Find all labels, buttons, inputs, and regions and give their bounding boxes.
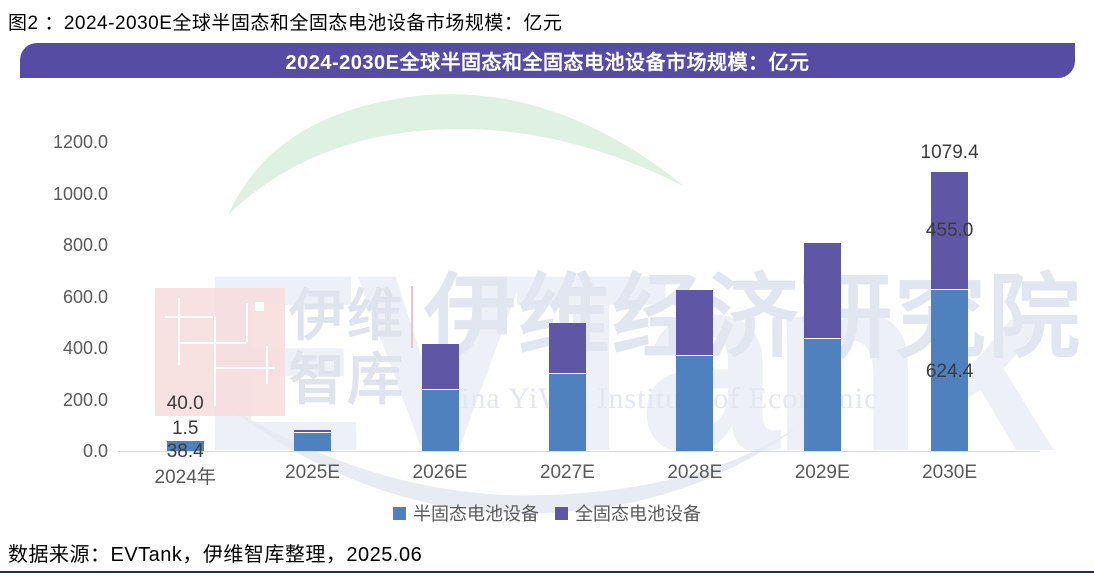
x-axis-category-label: 2024年: [154, 467, 216, 488]
chart-area: EVTank 伊维 智库 伊维经济研究院 China YiWei Institu…: [0, 80, 1094, 530]
data-label-semi-solid: 624.4: [925, 360, 974, 382]
legend-item: 半固态电池设备: [393, 500, 539, 526]
bar-segment-all-solid: [931, 171, 969, 290]
x-axis-category-label: 2026E: [412, 462, 468, 483]
bar-segment-all-solid: [548, 322, 586, 374]
x-axis-line: [118, 451, 1040, 452]
legend-swatch-icon: [555, 506, 568, 520]
bar-segment-semi-solid: [421, 389, 459, 451]
chart-title-banner: 2024-2030E全球半固态和全固态电池设备市场规模：亿元: [20, 43, 1075, 78]
bar-segment-semi-solid: [803, 338, 841, 451]
legend-label: 全固态电池设备: [575, 504, 701, 524]
y-axis-tick-label: 1000.0: [52, 183, 108, 204]
bar-segment-semi-solid: [931, 290, 969, 451]
x-axis-category-label: 2027E: [539, 462, 595, 483]
data-label-all-solid: 455.0: [925, 220, 974, 242]
chart-title: 2024-2030E全球半固态和全固态电池设备市场规模：亿元: [285, 52, 810, 74]
y-axis-tick-label: 200.0: [62, 389, 108, 410]
figure-caption: 图2 ：2024-2030E全球半固态和全固态电池设备市场规模：亿元: [8, 13, 563, 34]
bar-segment-all-solid: [166, 439, 204, 441]
data-label-semi-solid: 38.4: [166, 440, 204, 462]
x-axis-category-label: 2029E: [794, 462, 850, 483]
x-axis-category-label: 2028E: [667, 462, 723, 483]
y-axis-tick-label: 800.0: [62, 235, 108, 255]
data-label-all-solid: 1.5: [171, 417, 199, 439]
plot-area: 0.0 200.0 400.0 600.0 800.0 1000.0 1200.0 2024年…: [0, 80, 1094, 530]
data-source: 数据来源：EVTank，伊维智库整理，2025.06: [8, 544, 423, 566]
x-axis-category-label: 2030E: [922, 462, 978, 483]
legend-item: 全固态电池设备: [555, 500, 701, 526]
chart-legend: 半固态电池设备 全固态电池设备: [0, 500, 1094, 526]
bar-segment-all-solid: [676, 289, 714, 357]
bottom-divider: [0, 571, 1094, 573]
data-label-total: 40.0: [166, 392, 204, 414]
bar-segment-all-solid: [421, 343, 459, 390]
y-axis-tick-label: 400.0: [62, 338, 108, 358]
bar-segment-all-solid: [294, 430, 332, 434]
legend-swatch-icon: [393, 506, 406, 520]
bar-segment-semi-solid: [548, 374, 586, 451]
legend-label: 半固态电池设备: [413, 504, 539, 524]
bar-segment-semi-solid: [294, 433, 332, 451]
bar-segment-semi-solid: [676, 356, 714, 451]
x-axis-category-label: 2025E: [285, 462, 341, 483]
y-axis-tick-label: 1200.0: [52, 132, 108, 152]
data-label-total: 1079.4: [920, 141, 979, 163]
bar-segment-semi-solid: [166, 441, 204, 451]
y-axis-tick-label: 0.0: [82, 441, 108, 461]
bar-segment-all-solid: [803, 242, 841, 339]
y-axis-tick-label: 600.0: [62, 286, 108, 307]
